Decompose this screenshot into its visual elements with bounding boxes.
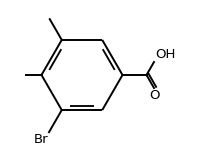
Text: OH: OH	[156, 48, 176, 61]
Text: Br: Br	[34, 133, 48, 146]
Text: O: O	[150, 89, 160, 102]
